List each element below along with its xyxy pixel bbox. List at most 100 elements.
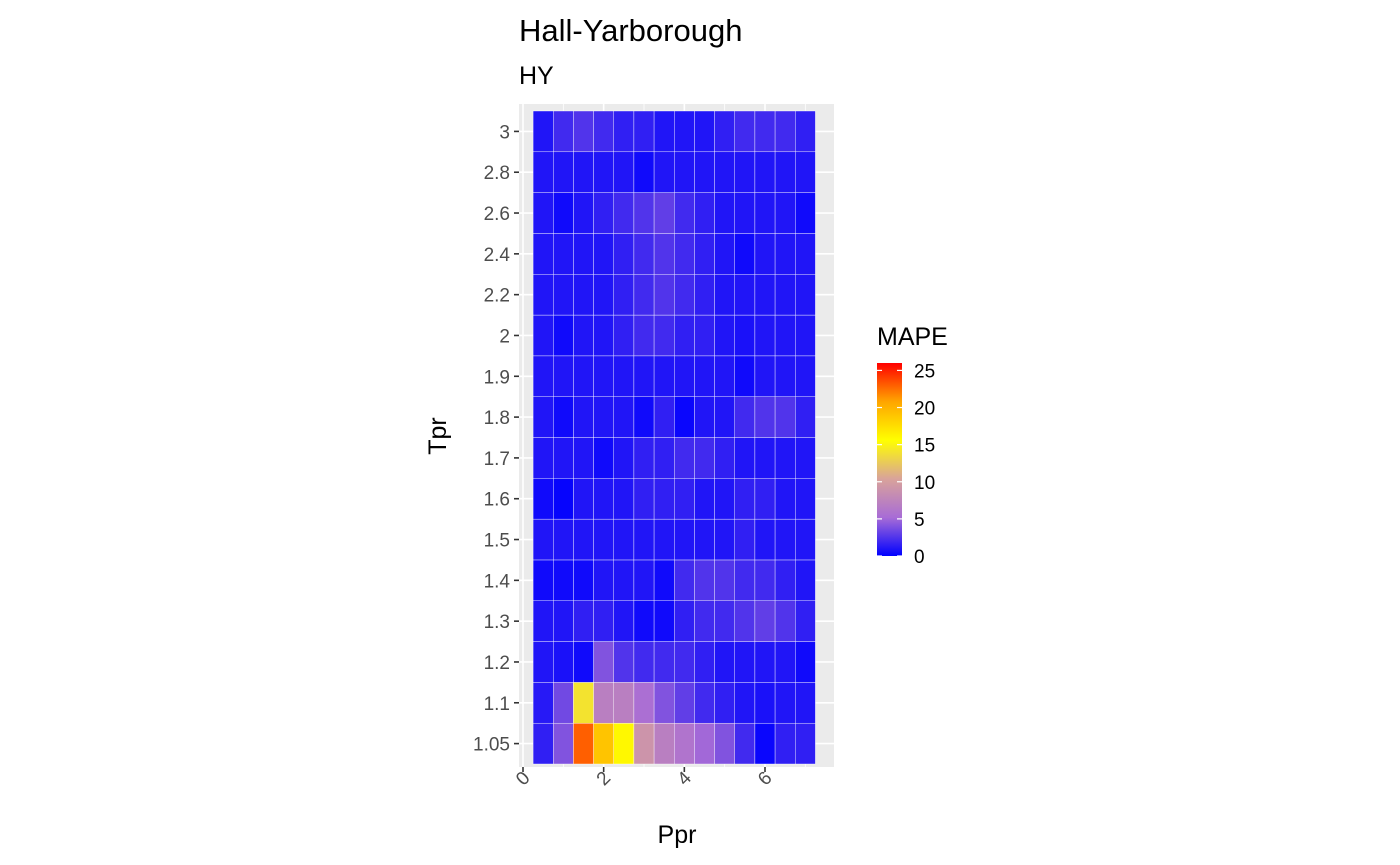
chart-subtitle: HY	[519, 62, 554, 90]
heatmap-cell	[553, 641, 574, 683]
heatmap-cell	[694, 314, 715, 357]
heatmap-cell	[694, 559, 715, 601]
heatmap-cell	[633, 478, 655, 520]
heatmap-cell	[573, 600, 594, 642]
heatmap-cell	[714, 110, 735, 153]
y-tick-label: 1.05	[473, 735, 510, 756]
heatmap-cell	[795, 274, 816, 316]
heatmap-cell	[754, 314, 776, 357]
heatmap-cell	[593, 600, 614, 642]
legend-tick-label: 20	[914, 399, 935, 420]
heatmap-cell	[633, 722, 655, 765]
heatmap-cell	[714, 682, 735, 724]
heatmap-cell	[694, 682, 715, 724]
heatmap-cell	[593, 559, 614, 601]
y-tick-label: 1.2	[484, 653, 510, 674]
heatmap-cell	[674, 478, 695, 520]
heatmap-cell	[532, 233, 554, 275]
heatmap-cell	[613, 110, 635, 153]
heatmap-cell	[795, 396, 816, 438]
heatmap-cell	[553, 478, 574, 520]
heatmap-cell	[593, 110, 614, 153]
heatmap-cell	[633, 233, 655, 275]
heatmap-cell	[795, 437, 816, 479]
heatmap-cell	[532, 355, 554, 397]
heatmap-cell	[734, 192, 756, 234]
heatmap-cell	[532, 722, 554, 765]
heatmap-cell	[653, 110, 675, 153]
heatmap-cell	[795, 233, 816, 275]
heatmap-cell	[553, 274, 574, 316]
heatmap-cell	[613, 233, 635, 275]
heatmap-cell	[714, 600, 735, 642]
heatmap-cell	[795, 314, 816, 357]
y-tick-label: 2	[499, 326, 510, 347]
heatmap-cell	[795, 641, 816, 683]
heatmap-cell	[795, 682, 816, 724]
heatmap-cell	[532, 314, 554, 357]
heatmap-cell	[573, 682, 594, 724]
heatmap-cell	[613, 151, 635, 193]
heatmap-cell	[593, 682, 614, 724]
heatmap-cell	[714, 355, 735, 397]
legend-tick-label: 10	[914, 473, 935, 494]
legend-tick-label: 5	[914, 510, 925, 531]
heatmap-cell	[734, 478, 756, 520]
heatmap-cell	[674, 151, 695, 193]
heatmap-cell	[774, 600, 796, 642]
heatmap-cell	[532, 437, 554, 479]
heatmap-cell	[674, 233, 695, 275]
heatmap-cell	[633, 559, 655, 601]
heatmap-cell	[553, 722, 574, 765]
heatmap-cell	[532, 274, 554, 316]
heatmap-cell	[553, 314, 574, 357]
heatmap-cell	[754, 518, 776, 561]
heatmap-cell	[613, 192, 635, 234]
heatmap-cell	[633, 518, 655, 561]
heatmap-cell	[674, 641, 695, 683]
heatmap-cell	[633, 355, 655, 397]
heatmap-cell	[734, 437, 756, 479]
heatmap-cell	[532, 559, 554, 601]
heatmap-cell	[714, 151, 735, 193]
heatmap-cell	[774, 682, 796, 724]
heatmap-cell	[532, 192, 554, 234]
heatmap-cell	[694, 722, 715, 765]
heatmap-cell	[653, 559, 675, 601]
heatmap-cell	[633, 151, 655, 193]
heatmap-cell	[694, 641, 715, 683]
heatmap-cell	[593, 192, 614, 234]
heatmap-cell	[613, 396, 635, 438]
heatmap-cell	[714, 437, 735, 479]
heatmap-cell	[532, 600, 554, 642]
heatmap-cell	[795, 192, 816, 234]
heatmap-cell	[532, 518, 554, 561]
heatmap-cell	[613, 682, 635, 724]
heatmap-cell	[593, 233, 614, 275]
heatmap-cell	[613, 722, 635, 765]
heatmap-cell	[694, 600, 715, 642]
heatmap-cell	[674, 314, 695, 357]
heatmap-cell	[633, 274, 655, 316]
legend: MAPE 0 5 10 15 20 25	[877, 323, 948, 568]
heatmap-cell	[774, 274, 796, 316]
heatmap-cell	[694, 518, 715, 561]
heatmap-cell	[774, 641, 796, 683]
heatmap-cell	[653, 641, 675, 683]
y-tick-label: 1.4	[484, 571, 511, 592]
x-axis-title: Ppr	[658, 821, 697, 849]
heatmap-cell	[774, 314, 796, 357]
heatmap-cell	[694, 110, 715, 153]
heatmap-cell	[754, 559, 776, 601]
heatmap-cell	[795, 518, 816, 561]
heatmap-cell	[573, 274, 594, 316]
heatmap-cell	[573, 437, 594, 479]
heatmap-cell	[633, 641, 655, 683]
heatmap-cell	[795, 355, 816, 397]
heatmap-cell	[633, 682, 655, 724]
heatmap-cell	[734, 233, 756, 275]
heatmap-cell	[774, 559, 796, 601]
heatmap-cell	[734, 396, 756, 438]
heatmap-cell	[714, 518, 735, 561]
